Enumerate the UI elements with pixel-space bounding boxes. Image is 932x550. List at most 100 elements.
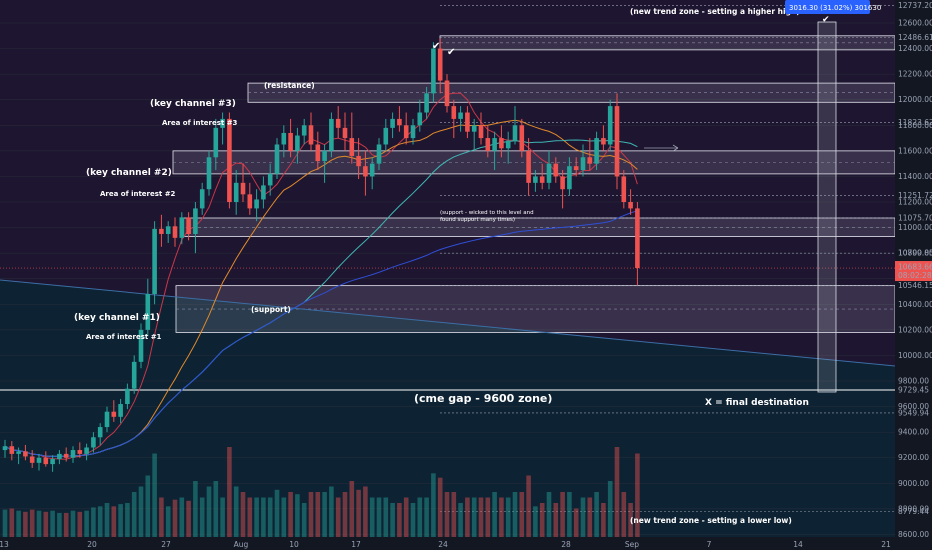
candle-body	[254, 199, 259, 209]
volume-bar	[628, 503, 633, 537]
volume-bar	[77, 511, 83, 537]
y-tick-label: 10000.00	[898, 351, 932, 360]
y-tick-label: 11600.00	[898, 146, 932, 155]
volume-bar	[267, 497, 273, 537]
candle-body	[539, 176, 545, 183]
time-axis-panel[interactable]	[0, 537, 895, 550]
price-level-label: 11075.70	[898, 213, 932, 222]
candle-body	[159, 228, 164, 234]
candle-body	[274, 144, 280, 174]
volume-bar	[342, 492, 348, 537]
volume-bar	[560, 492, 565, 537]
volume-bar	[533, 506, 538, 537]
candle-body	[356, 155, 361, 167]
price-level-label: 9549.94	[898, 408, 929, 417]
y-tick-label: 9000.00	[898, 479, 929, 488]
volume-bar	[417, 497, 423, 537]
candle-body	[220, 118, 225, 128]
volume-bar	[614, 447, 620, 537]
volume-bar	[607, 481, 613, 537]
volume-bar	[512, 492, 518, 537]
x-tick-label: 14	[793, 540, 803, 549]
volume-bar	[363, 486, 368, 537]
candle-body	[444, 80, 450, 107]
x-tick-label: 21	[881, 540, 891, 549]
candle-body	[553, 163, 559, 177]
current-price-tag	[895, 261, 932, 282]
candle-body	[43, 457, 49, 465]
volume-bar	[138, 486, 144, 537]
y-tick-label: 11200.00	[898, 198, 932, 207]
measure-info-text: 3016.30 (31.02%) 301630	[789, 4, 881, 12]
volume-bar	[23, 511, 28, 537]
candle-body	[567, 166, 572, 190]
time-axis: 13 20 27 Aug 10 17 24 28 Sep 7 14 21	[0, 540, 891, 549]
candle-body	[607, 106, 613, 145]
volume-bar	[546, 492, 552, 537]
candle-body	[614, 106, 620, 177]
candle-body	[587, 157, 593, 164]
support-label: (support)	[251, 305, 291, 314]
volume-bar	[43, 511, 49, 537]
candle-body	[118, 404, 123, 417]
candle-body	[152, 228, 157, 295]
measure-bar	[817, 21, 837, 393]
y-tick-label: 10800.00	[898, 249, 932, 258]
candle-body	[29, 456, 35, 463]
volume-bar	[329, 486, 334, 537]
candle-body	[519, 125, 525, 151]
volume-bar	[172, 499, 178, 537]
resistance-label: (resistance)	[264, 81, 315, 90]
price-level-label: 11251.72	[898, 191, 932, 200]
candle-body	[322, 150, 327, 162]
price-level-label: 9729.45	[898, 386, 929, 395]
candle-body	[213, 127, 219, 158]
volume-bar	[295, 494, 300, 537]
candle-body	[36, 457, 42, 463]
volume-bar	[199, 497, 205, 537]
volume-bar	[186, 500, 191, 537]
volume-bar	[444, 492, 450, 537]
candle-body	[342, 127, 348, 139]
candle-body	[390, 118, 395, 128]
volume-bar	[369, 497, 375, 537]
grid-lines	[0, 22, 895, 535]
candle-body	[57, 453, 62, 460]
volume-bar	[601, 503, 606, 537]
candle-body	[261, 185, 266, 200]
volume-bar	[539, 503, 545, 537]
support-note-line-2: found support many times)	[440, 217, 515, 223]
candle-body	[240, 182, 246, 195]
volume-bar	[573, 508, 579, 537]
candle-body	[526, 150, 531, 183]
volume-bar	[397, 503, 402, 537]
candle-body	[431, 48, 436, 94]
volume-bar	[281, 497, 287, 537]
volume-bar	[383, 497, 389, 537]
candle-body	[499, 138, 504, 149]
moving-averages	[4, 92, 638, 460]
volume-bar	[580, 497, 586, 537]
volume-bar	[84, 510, 89, 537]
volume-bar	[261, 497, 266, 537]
volume-bar	[567, 492, 572, 537]
candle-body	[199, 189, 205, 209]
volume-bar	[335, 497, 341, 537]
volume-bar	[356, 489, 361, 537]
candle-body	[369, 163, 375, 177]
volume-bar	[410, 503, 416, 537]
volume-bar	[519, 492, 525, 537]
volume-bar	[36, 510, 42, 537]
candle-body	[376, 144, 382, 164]
volume-bar	[431, 473, 436, 537]
volume-bar	[274, 489, 280, 537]
candle-body	[308, 125, 314, 145]
volume-bar	[213, 481, 219, 537]
volume-bar	[97, 506, 103, 537]
volume-bar	[159, 497, 164, 537]
price-level-label: 8779.44	[898, 507, 929, 516]
check-mark-icon: ✔	[822, 15, 830, 25]
candle-body	[478, 125, 484, 139]
volume-bar	[526, 475, 531, 537]
